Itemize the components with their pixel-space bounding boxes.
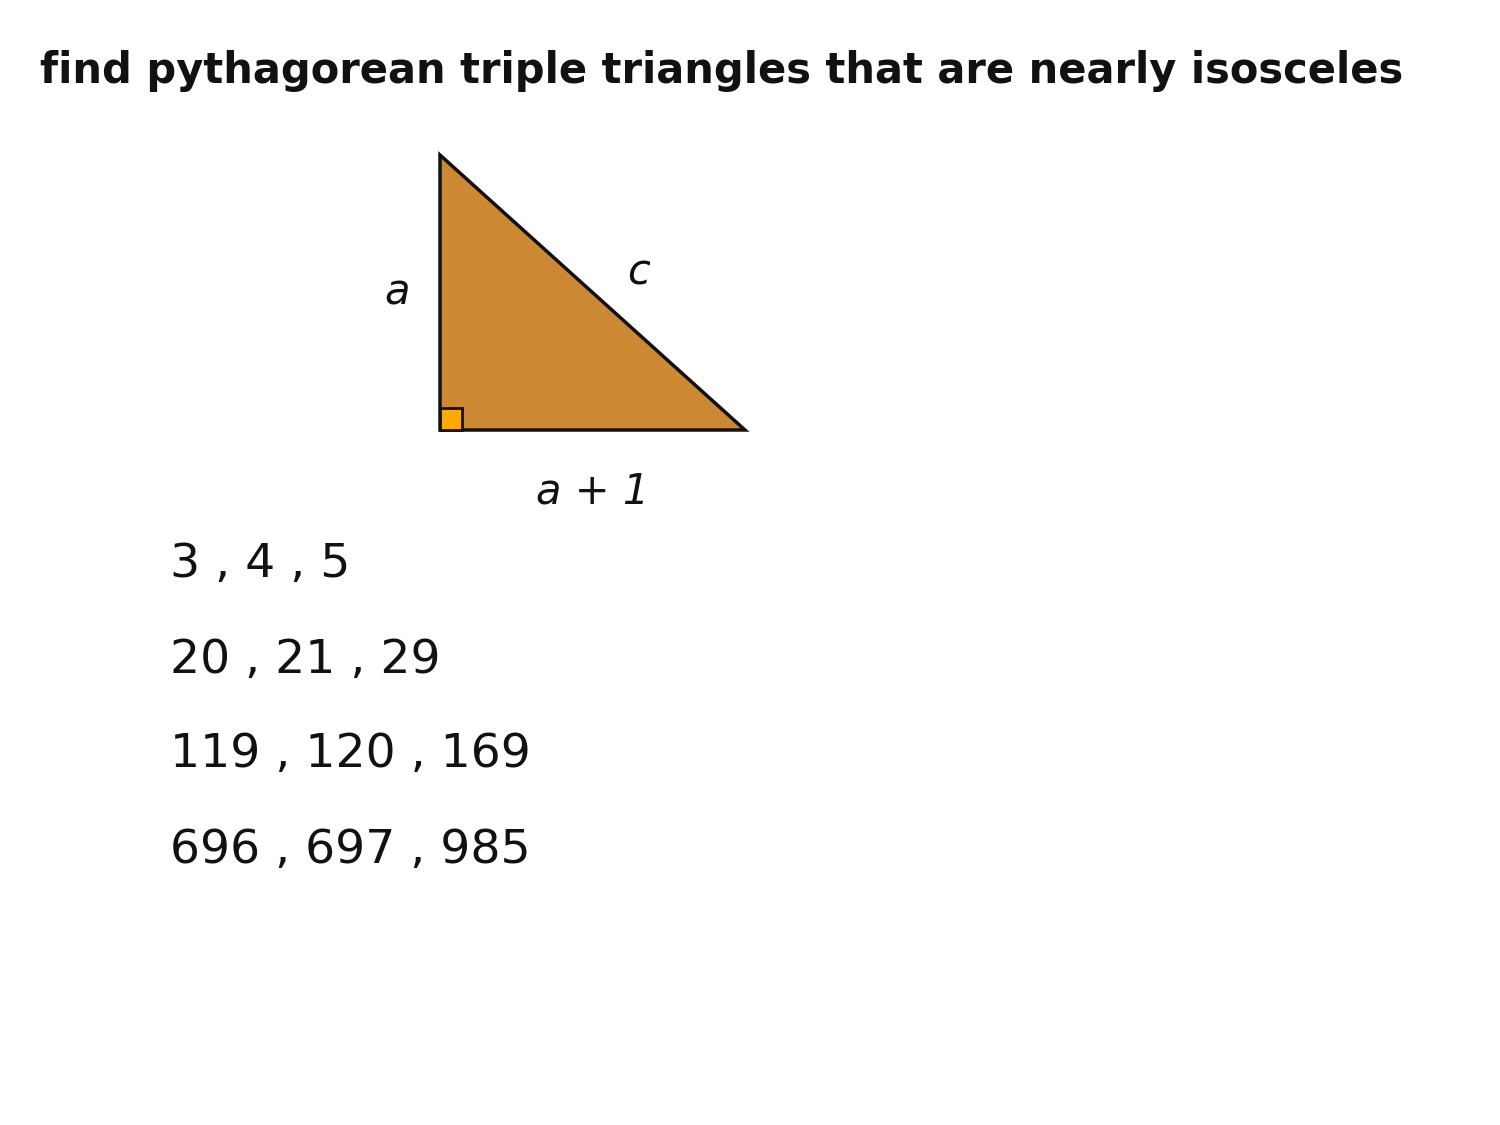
Text: a: a [384, 271, 410, 314]
Text: 3 , 4 , 5: 3 , 4 , 5 [170, 542, 351, 587]
Text: c: c [627, 252, 651, 294]
Text: 20 , 21 , 29: 20 , 21 , 29 [170, 638, 441, 683]
Text: a + 1: a + 1 [536, 470, 650, 512]
Text: 696 , 697 , 985: 696 , 697 , 985 [170, 828, 531, 873]
Text: find pythagorean triple triangles that are nearly isosceles: find pythagorean triple triangles that a… [40, 50, 1404, 92]
Text: 119 , 120 , 169: 119 , 120 , 169 [170, 732, 531, 777]
Polygon shape [440, 155, 746, 430]
Bar [440, 408, 462, 430]
